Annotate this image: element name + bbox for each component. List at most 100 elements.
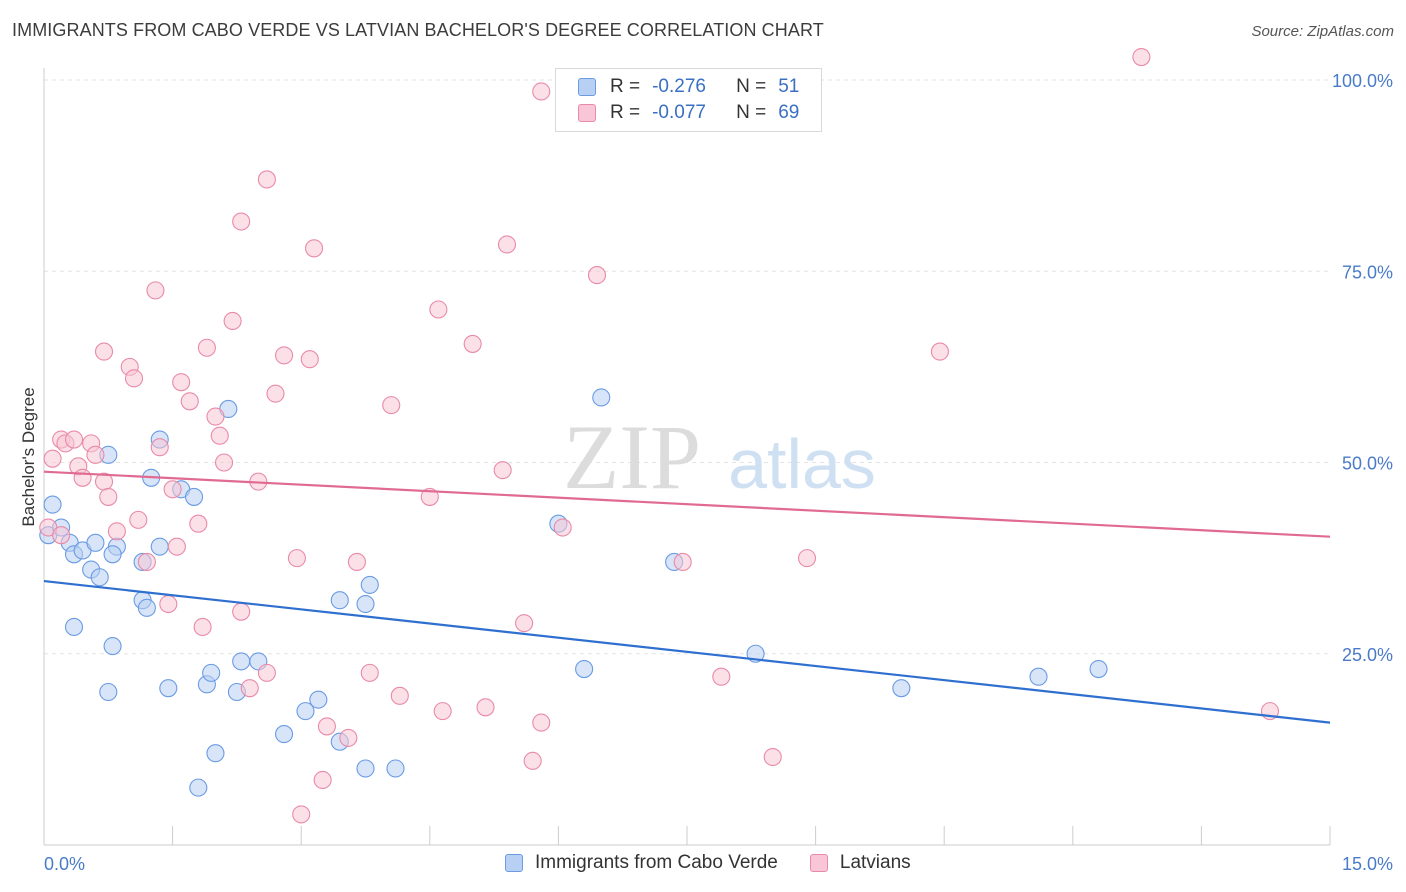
data-point [309, 690, 328, 709]
data-point [86, 533, 105, 552]
data-point [184, 487, 204, 506]
series-swatch-latvians [809, 854, 828, 872]
data-point [180, 392, 199, 411]
data-point [1132, 47, 1151, 67]
data-point [202, 663, 221, 682]
legend-r-value: -0.077 [652, 102, 706, 123]
data-point [892, 679, 911, 698]
data-point [150, 537, 169, 556]
data-point [52, 526, 71, 545]
watermark-zip: ZIP [563, 406, 701, 508]
chart-title: IMMIGRANTS FROM CABO VERDE VS LATVIAN BA… [12, 20, 824, 40]
watermark: ZIP atlas [563, 406, 876, 508]
data-point [90, 568, 109, 587]
legend-r-label: R = [610, 76, 641, 97]
y-tick-label: 100.0% [1332, 71, 1393, 91]
data-point [210, 426, 229, 445]
data-point [223, 311, 242, 331]
data-point [43, 495, 62, 514]
data-point [275, 725, 294, 744]
series-points-1 [39, 47, 1280, 824]
data-point [292, 805, 311, 824]
series-legend: Immigrants from Cabo Verde Latvians [505, 852, 943, 874]
series-name-cabo-verde: Immigrants from Cabo Verde [535, 852, 778, 873]
tick-labels: 25.0% 50.0% 75.0% 100.0% 0.0% 15.0% [44, 71, 1393, 874]
data-point [240, 679, 259, 698]
data-point [163, 480, 182, 499]
data-point [797, 549, 817, 568]
data-point [296, 702, 315, 721]
correlation-legend: R = -0.276 N = 51 R = -0.077 N = 69 [555, 68, 822, 132]
trend-lines [43, 470, 1331, 724]
series-swatch-cabo-verde [505, 854, 523, 872]
data-point [763, 747, 782, 767]
data-point [172, 373, 191, 392]
data-point [360, 575, 379, 594]
data-point [86, 445, 105, 464]
data-point [493, 461, 512, 480]
data-point [532, 713, 551, 732]
legend-r-value: -0.276 [652, 76, 706, 97]
data-point [232, 652, 251, 671]
data-point [103, 545, 122, 564]
data-point [64, 430, 84, 449]
data-point [360, 663, 379, 682]
data-point [592, 388, 611, 407]
data-point [575, 659, 594, 679]
series-name-latvians: Latvians [839, 852, 911, 873]
legend-row-latvians: R = -0.077 N = 69 [578, 101, 799, 125]
data-points [39, 47, 1280, 824]
data-point [99, 682, 118, 702]
data-point [73, 468, 92, 487]
data-point [930, 342, 949, 361]
data-point [317, 717, 336, 736]
data-point [712, 667, 731, 686]
legend-n-value: 69 [778, 102, 800, 123]
data-point [356, 594, 375, 614]
data-point [1029, 667, 1048, 686]
data-point [159, 594, 178, 614]
data-point [673, 552, 692, 572]
data-point [523, 751, 542, 770]
data-point [64, 617, 84, 637]
data-point [167, 537, 186, 556]
data-point [232, 212, 251, 231]
legend-swatch-latvians [578, 104, 596, 122]
data-point [124, 369, 144, 388]
data-point [390, 686, 409, 705]
chart-source: Source: ZipAtlas.com [1251, 23, 1394, 40]
y-tick-label: 75.0% [1342, 262, 1393, 282]
data-point [339, 728, 358, 747]
legend-swatch-cabo-verde [578, 78, 596, 96]
data-point [197, 338, 216, 357]
legend-row-cabo-verde: R = -0.276 N = 51 [578, 75, 799, 99]
x-tick-label: 0.0% [44, 854, 85, 874]
data-point [150, 438, 169, 457]
data-point [129, 510, 148, 529]
data-point [193, 617, 212, 637]
legend-n-value: 51 [778, 76, 800, 97]
data-point [382, 396, 401, 415]
data-point [347, 552, 366, 572]
x-tick-label: 15.0% [1342, 854, 1393, 874]
legend-n-label: N = [736, 102, 767, 123]
data-point [206, 407, 225, 426]
data-point [275, 346, 294, 365]
data-point [94, 342, 114, 361]
data-point [497, 235, 517, 254]
data-point [386, 759, 405, 778]
data-point [532, 82, 551, 101]
data-point [313, 770, 332, 790]
data-point [137, 598, 156, 617]
series-legend-cabo-verde: Immigrants from Cabo Verde [505, 852, 778, 874]
data-point [103, 637, 122, 656]
data-point [1089, 659, 1108, 679]
data-point [300, 350, 319, 369]
data-point [429, 300, 448, 319]
data-point [553, 518, 572, 537]
data-point [257, 663, 276, 682]
data-point [515, 614, 534, 633]
y-axis-title: Bachelor's Degree [19, 387, 38, 526]
data-point [189, 514, 208, 533]
